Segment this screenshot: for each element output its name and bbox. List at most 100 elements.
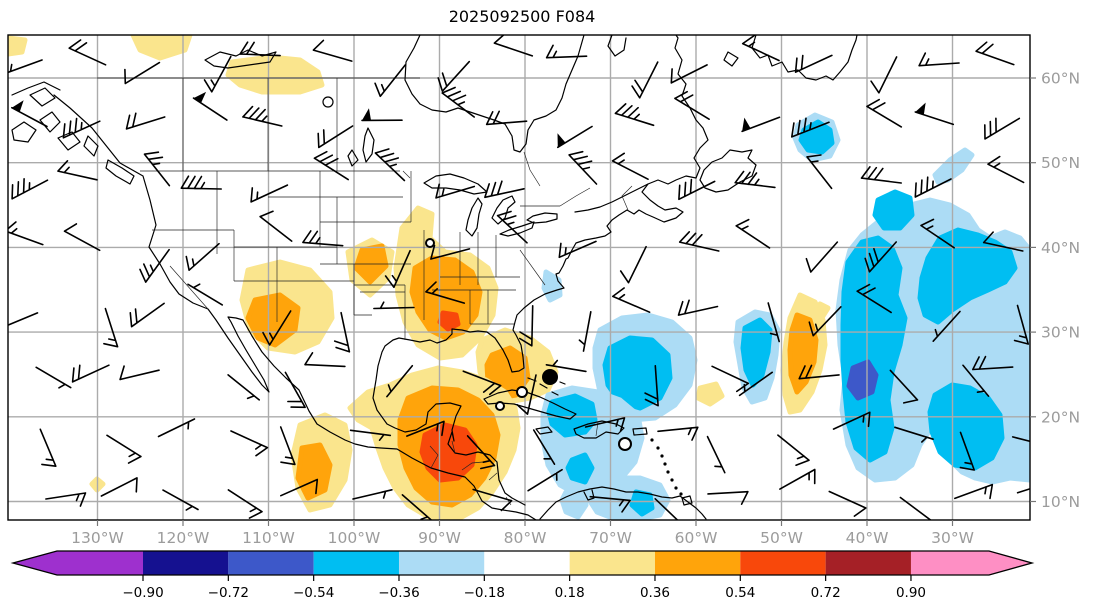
- barb-staff: [101, 478, 137, 496]
- barb-staff: [40, 429, 56, 466]
- hudson-bay: [405, 35, 584, 152]
- barb-staff: [107, 435, 141, 463]
- colorbar-tick-label: 0.90: [896, 585, 926, 601]
- barb-staff: [528, 470, 562, 491]
- anomaly-region-positive: [228, 57, 322, 92]
- barb-staff: [615, 104, 653, 125]
- barb-staff: [498, 212, 527, 243]
- wind-barb: [163, 490, 198, 510]
- barb-staff: [58, 161, 97, 180]
- wind-barb: [778, 435, 809, 465]
- colorbar-tick-label: 0.72: [811, 585, 841, 601]
- latitude-labels: 60°N50°N40°N30°N20°N10°N: [1041, 70, 1080, 512]
- wind-barb: [65, 224, 100, 250]
- wind-barb: [442, 88, 474, 118]
- colorbar-segment: [484, 551, 569, 575]
- wind-barb: [240, 42, 280, 55]
- barb-staff: [1, 313, 38, 328]
- colorbar-tick-label: 0.18: [555, 585, 585, 601]
- wind-barb: [559, 241, 596, 257]
- wind-barb: [104, 309, 118, 347]
- barb-staff: [12, 179, 47, 199]
- wind-barb: [251, 185, 287, 202]
- open-circle-marker: [517, 387, 527, 397]
- barb-staff: [778, 435, 809, 465]
- barb-staff: [125, 63, 159, 84]
- barb-staff: [955, 485, 993, 499]
- wind-barb: [63, 119, 99, 138]
- anomaly-region-positive: [8, 38, 25, 54]
- barb-staff: [613, 288, 650, 312]
- barb-staff: [231, 431, 267, 456]
- wind-barb: [69, 40, 105, 65]
- barb-staff: [163, 490, 198, 510]
- barb-staff: [679, 300, 718, 315]
- barb-staff: [796, 55, 832, 72]
- barb-staff: [438, 62, 469, 92]
- barb-pennant: [362, 108, 371, 120]
- lake-winnipeg: [348, 128, 374, 166]
- wind-barb: [73, 365, 109, 382]
- wind-barb: [871, 57, 897, 93]
- wind-barb: [680, 232, 719, 251]
- open-circle-marker: [426, 239, 434, 247]
- barb-staff: [130, 303, 164, 326]
- lat-tick-label: 20°N: [1041, 408, 1080, 426]
- lon-tick-label: 70°W: [589, 529, 632, 547]
- barb-staff: [73, 365, 109, 382]
- barb-staff: [65, 224, 100, 250]
- lon-tick-label: 130°W: [71, 529, 124, 547]
- colorbar-segment: [655, 551, 740, 575]
- barb-staff: [228, 490, 262, 518]
- colorbar-segment: [399, 551, 484, 575]
- wind-barb: [743, 36, 779, 61]
- map-canvas: 2025092500 F084: [0, 0, 1105, 615]
- barb-staff: [632, 62, 658, 98]
- wind-barb: [632, 62, 658, 98]
- barb-staff: [559, 241, 596, 257]
- lat-tick-label: 50°N: [1041, 154, 1080, 172]
- wind-barb: [130, 303, 164, 326]
- wind-barb: [658, 427, 698, 440]
- wind-barb: [436, 184, 474, 198]
- wind-barb: [671, 65, 707, 83]
- barb-staff: [314, 152, 348, 180]
- barb-staff: [353, 490, 392, 499]
- wind-barb: [231, 431, 267, 456]
- barb-staff: [613, 153, 649, 179]
- wind-barb: [1, 313, 38, 328]
- barb-staff: [867, 100, 901, 127]
- anomaly-region-positive: [816, 304, 828, 316]
- wind-barb: [494, 34, 532, 56]
- barb-staff: [194, 98, 227, 120]
- wind-barb: [829, 492, 866, 517]
- island-dot: [679, 492, 682, 495]
- wind-barb: [243, 107, 282, 126]
- barb-staff: [159, 419, 195, 437]
- island-dot: [660, 454, 663, 457]
- wind-barb: [40, 429, 56, 466]
- barb-staff: [569, 152, 596, 184]
- island-dot: [650, 438, 653, 441]
- colorbar-segment: [826, 551, 911, 575]
- lon-tick-label: 30°W: [931, 529, 974, 547]
- wind-barb: [313, 40, 351, 61]
- lake-superior: [424, 174, 487, 194]
- barb-staff: [708, 492, 748, 505]
- wind-barb: [36, 367, 70, 388]
- wind-barb: [194, 92, 227, 120]
- wind-barb: [127, 113, 165, 129]
- anomaly-region-negative: [544, 272, 560, 300]
- barb-staff: [127, 113, 165, 129]
- colorbar: −0.90−0.72−0.54−0.36−0.180.180.360.540.7…: [13, 551, 1032, 601]
- wind-barb: [5, 222, 43, 245]
- barb-staff: [671, 65, 707, 83]
- anomaly-region-positive: [698, 384, 722, 404]
- wind-barb: [12, 179, 47, 199]
- wind-barb: [498, 212, 527, 243]
- barb-staff: [5, 222, 43, 245]
- coastline-st-lawrence: [575, 184, 648, 212]
- colorbar-tick-label: 0.36: [640, 585, 670, 601]
- colorbar-extend-left: [13, 551, 143, 575]
- wind-barb: [796, 55, 832, 72]
